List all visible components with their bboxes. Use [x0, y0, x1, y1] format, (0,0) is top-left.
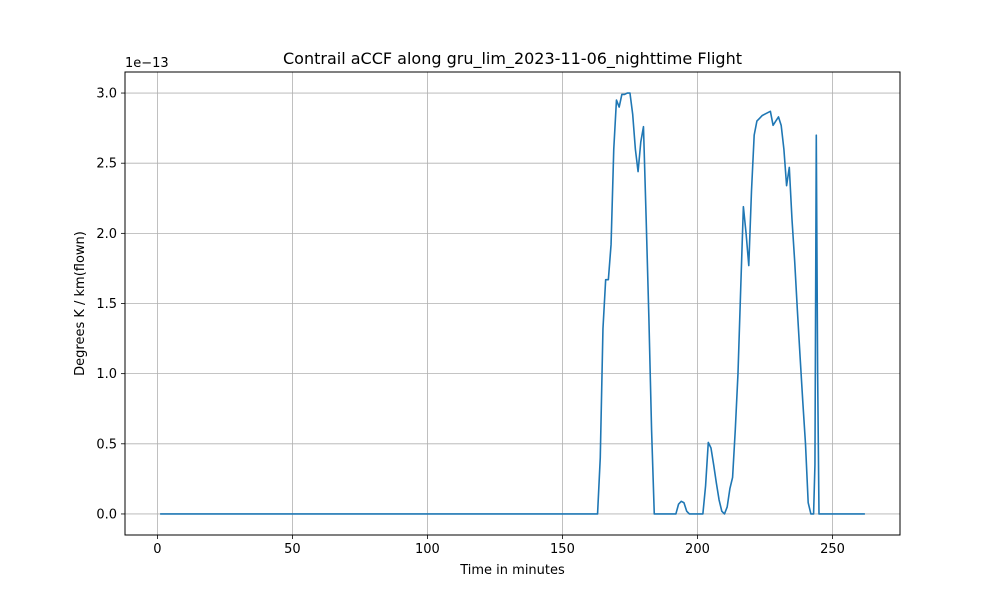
y-tick-label: 0.5: [96, 437, 117, 452]
grid: [125, 72, 900, 535]
y-tick-label: 2.0: [96, 227, 117, 242]
x-tick-label: 100: [415, 542, 440, 557]
series-line: [160, 92, 865, 515]
chart-title: Contrail aCCF along gru_lim_2023-11-06_n…: [283, 49, 742, 69]
x-tick-label: 0: [153, 542, 161, 557]
x-tick-label: 150: [550, 542, 575, 557]
ticks: 0 50 100 150 200 250 0.0 0.5 1.0 1.5 2.0 2.5 3.0: [96, 87, 845, 557]
y-tick-label: 0.0: [96, 507, 117, 522]
x-tick-label: 50: [284, 542, 301, 557]
x-tick-label: 200: [685, 542, 710, 557]
x-axis-title: Time in minutes: [459, 563, 565, 578]
y-axis-title: Degrees K / km(flown): [73, 231, 88, 376]
y-tick-label: 1.0: [96, 367, 117, 382]
series-layer: [160, 92, 865, 515]
y-tick-label: 2.5: [96, 157, 117, 172]
y-axis-offset-label: 1e−13: [125, 56, 169, 71]
x-tick-label: 250: [820, 542, 845, 557]
y-tick-label: 1.5: [96, 297, 117, 312]
y-tick-label: 3.0: [96, 87, 117, 102]
